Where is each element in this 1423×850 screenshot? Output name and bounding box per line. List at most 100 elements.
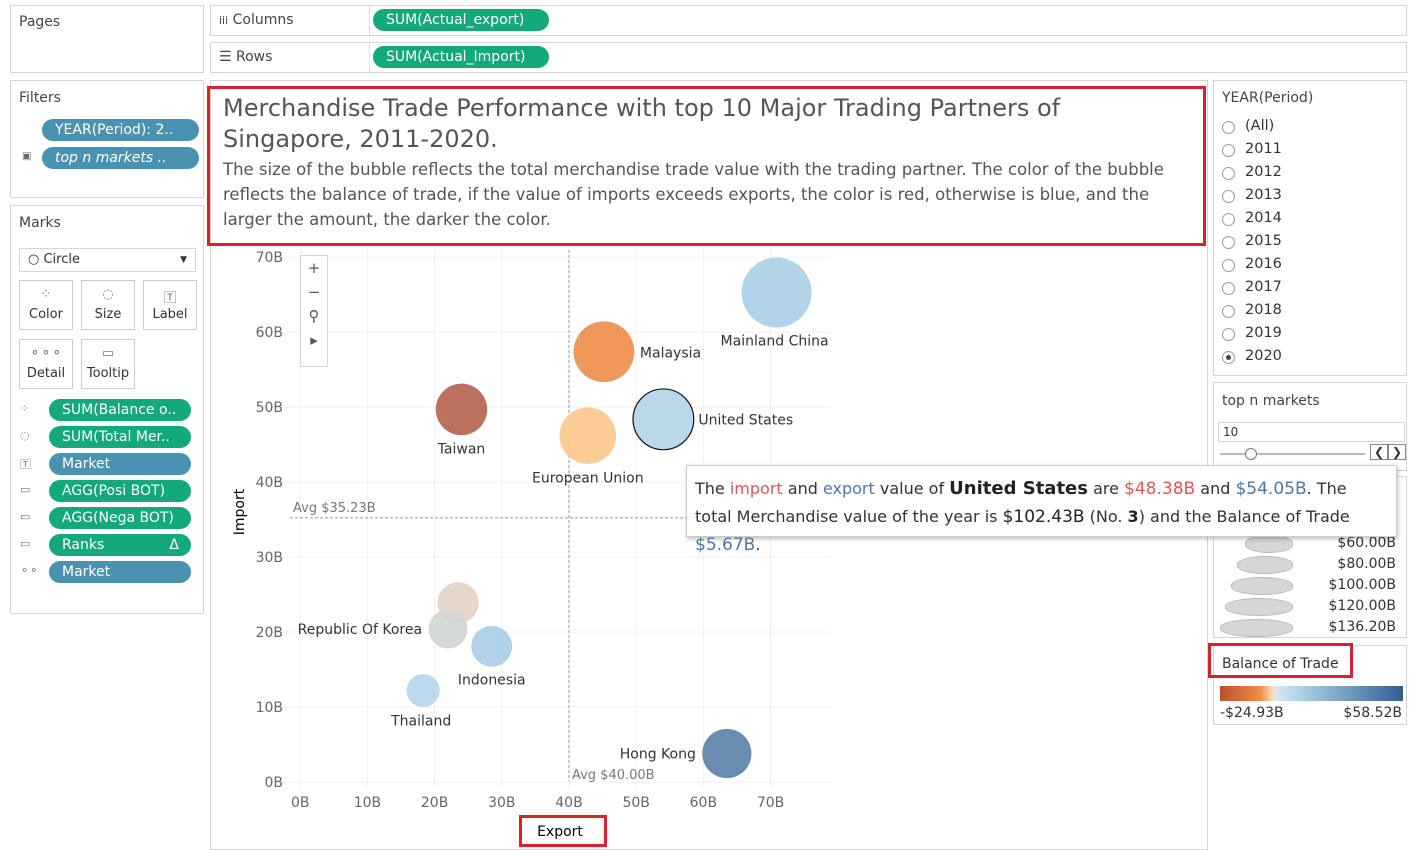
pill-icon: ⁘ <box>20 402 30 415</box>
year-option: 2018 <box>1245 302 1282 318</box>
year-radio[interactable] <box>1222 351 1235 364</box>
year-radio[interactable] <box>1222 121 1235 134</box>
bubble-label: Thailand <box>390 714 451 730</box>
columns-label-text: Columns <box>232 12 294 28</box>
year-radio[interactable] <box>1222 305 1235 318</box>
year-radio[interactable] <box>1222 167 1235 180</box>
top-n-input[interactable]: 10 <box>1218 422 1405 442</box>
year-option: 2012 <box>1245 164 1282 180</box>
chart: 0B 10B 20B 30B 40B 50B 60B 70B 0B 10B 20B 30B 40B 50B… <box>232 246 831 840</box>
mark-button-label: Size <box>94 307 122 322</box>
mark-button-icon: ▭ <box>101 346 115 361</box>
rows-shelf[interactable]: ☰ Rows SUM(Actual_Import) <box>210 42 1407 73</box>
filter-pill[interactable]: top n markets .. <box>42 147 199 169</box>
bubble <box>702 728 752 779</box>
marks-pill[interactable]: Market <box>49 453 191 475</box>
bubble-label: Malaysia <box>640 346 701 362</box>
y-tick-label: 60B <box>256 325 283 341</box>
x-tick-label: 10B <box>354 795 381 811</box>
mark-button[interactable]: ⁘ Color <box>19 280 73 330</box>
year-radio[interactable] <box>1222 190 1235 203</box>
slider-prev[interactable]: ❮ <box>1370 444 1389 460</box>
mark-button[interactable]: ▭ Tooltip <box>81 339 135 389</box>
x-tick-label: 20B <box>421 795 448 811</box>
rows-label: ☰ Rows <box>219 49 273 65</box>
bubble-label: Republic Of Korea <box>298 622 422 638</box>
marks-pill[interactable]: AGG(Posi BOT) <box>49 480 191 502</box>
size-label: $136.20B <box>1328 619 1397 635</box>
year-radio[interactable] <box>1222 236 1235 249</box>
y-tick-label: 10B <box>256 700 283 716</box>
slider-next[interactable]: ❯ <box>1388 444 1407 460</box>
rows-label-text: Rows <box>236 49 273 65</box>
x-tick-label: 50B <box>622 795 649 811</box>
mark-button[interactable]: ⚬⚬⚬ Detail <box>19 339 73 389</box>
y-tick-label: 20B <box>256 625 283 641</box>
slider-handle[interactable] <box>1245 448 1257 460</box>
mark-button-icon: ⁘ <box>40 287 52 302</box>
tooltip-text: $54.05B <box>1235 479 1307 499</box>
marks-card: Marks ○ Circle ▼ ⁘ Color ◌ Size 🅃 Label ⚬⚬⚬ Deta… <box>10 205 204 614</box>
size-label: $120.00B <box>1328 598 1397 614</box>
mark-button-label: Detail <box>26 366 66 381</box>
tooltip-text: ) and the Balance of Trade <box>1138 507 1355 526</box>
year-option: 2011 <box>1245 141 1282 157</box>
rows-pill[interactable]: SUM(Actual_Import) <box>373 46 549 68</box>
year-radio[interactable] <box>1222 328 1235 341</box>
reference-label: Avg $35.23B <box>293 501 376 516</box>
mark-button[interactable]: 🅃 Label <box>143 280 197 330</box>
y-tick-label: 0B <box>264 775 283 791</box>
mark-button-label: Label <box>152 307 188 322</box>
size-swatch <box>1220 619 1293 637</box>
columns-label: iii Columns <box>219 12 294 28</box>
chart-title: Merchandise Trade Performance with top 1… <box>223 94 1061 153</box>
y-tick-label: 70B <box>256 250 283 266</box>
year-radio[interactable] <box>1222 144 1235 157</box>
marks-pill[interactable]: SUM(Balance o.. <box>49 399 191 421</box>
pages-title: Pages <box>19 14 61 30</box>
mark-button-icon: ◌ <box>102 287 114 302</box>
bubble-label: United States <box>698 412 793 428</box>
tooltip-text: and <box>782 479 823 498</box>
columns-pill[interactable]: SUM(Actual_export) <box>373 9 549 31</box>
pill-icon: ◌ <box>20 429 30 442</box>
zoom-toolbar[interactable]: + − ⚲ ▸ <box>300 255 328 367</box>
tooltip-text: 3 <box>1127 507 1139 526</box>
marks-pill[interactable]: SUM(Total Mer.. <box>49 426 191 448</box>
reference-label: Avg $40.00B <box>572 768 655 783</box>
bubble <box>573 321 635 383</box>
filter-pill[interactable]: YEAR(Period): 2.. <box>42 119 199 141</box>
color-legend-min: -$24.93B <box>1220 705 1284 721</box>
tooltip-text: United States <box>949 478 1088 499</box>
bubble <box>406 673 440 708</box>
bubble-label: Mainland China <box>721 333 829 349</box>
color-legend-title: Balance of Trade <box>1222 656 1339 672</box>
bubble <box>741 257 812 328</box>
top-n-card: top n markets 10 ❮ ❯ <box>1213 382 1407 471</box>
y-tick-label: 40B <box>256 475 283 491</box>
year-radio[interactable] <box>1222 213 1235 226</box>
year-option: 2016 <box>1245 256 1282 272</box>
year-option: 2015 <box>1245 233 1282 249</box>
mark-button[interactable]: ◌ Size <box>81 280 135 330</box>
marks-pill[interactable]: Ranks Δ <box>49 534 191 556</box>
year-radio[interactable] <box>1222 282 1235 295</box>
tooltip-text: $5.67B <box>695 535 756 555</box>
tooltip-text: . <box>755 535 761 554</box>
tooltip-text: value of <box>874 479 950 498</box>
bubble <box>435 383 488 436</box>
marks-pill[interactable]: Market <box>49 561 191 583</box>
marks-pill[interactable]: AGG(Nega BOT) <box>49 507 191 529</box>
mark-button-icon: ⚬⚬⚬ <box>29 346 63 361</box>
chart-subtitle: The size of the bubble reflects the tota… <box>223 160 1164 229</box>
mark-type-dropdown[interactable]: ○ Circle ▼ <box>19 248 196 272</box>
filters-title: Filters <box>19 90 61 106</box>
columns-shelf[interactable]: iii Columns SUM(Actual_export) <box>210 5 1407 36</box>
top-n-title: top n markets <box>1222 393 1320 409</box>
export-highlight <box>519 815 607 847</box>
year-radio[interactable] <box>1222 259 1235 272</box>
mark-button-icon: 🅃 <box>163 291 177 306</box>
marks-title: Marks <box>19 215 61 231</box>
